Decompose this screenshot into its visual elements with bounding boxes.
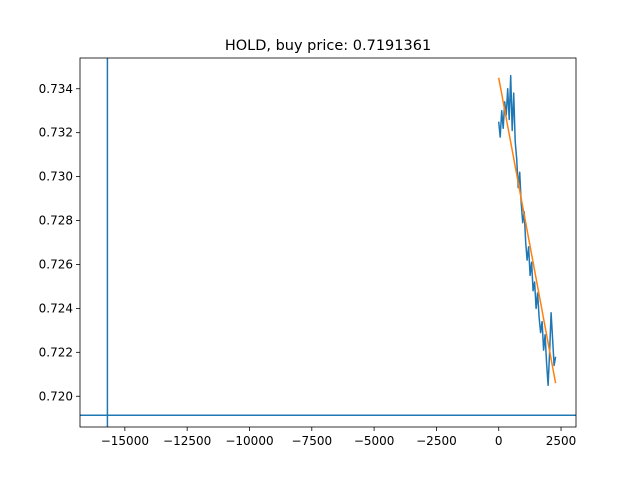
x-tick-label: 2500: [546, 434, 577, 448]
y-tick-label: 0.722: [39, 345, 73, 359]
y-tick-label: 0.730: [39, 170, 73, 184]
y-tick-label: 0.720: [39, 389, 73, 403]
plot-frame: [79, 57, 577, 428]
y-tick-label: 0.734: [39, 82, 73, 96]
x-tick-label: −15000: [101, 434, 149, 448]
y-tick-label: 0.726: [39, 257, 73, 271]
chart-title: HOLD, buy price: 0.7191361: [225, 38, 431, 54]
x-tick-label: 0: [495, 434, 503, 448]
x-tick-label: −12500: [163, 434, 211, 448]
x-tick-label: −7500: [292, 434, 333, 448]
price-line-series: [497, 74, 557, 387]
y-tick-label: 0.728: [39, 214, 73, 228]
x-tick-label: −2500: [416, 434, 457, 448]
y-tick-label: 0.724: [39, 301, 73, 315]
y-tick-label: 0.732: [39, 126, 73, 140]
x-tick-label: −10000: [225, 434, 273, 448]
x-tick-label: −5000: [354, 434, 395, 448]
trend-line-series: [497, 77, 557, 384]
